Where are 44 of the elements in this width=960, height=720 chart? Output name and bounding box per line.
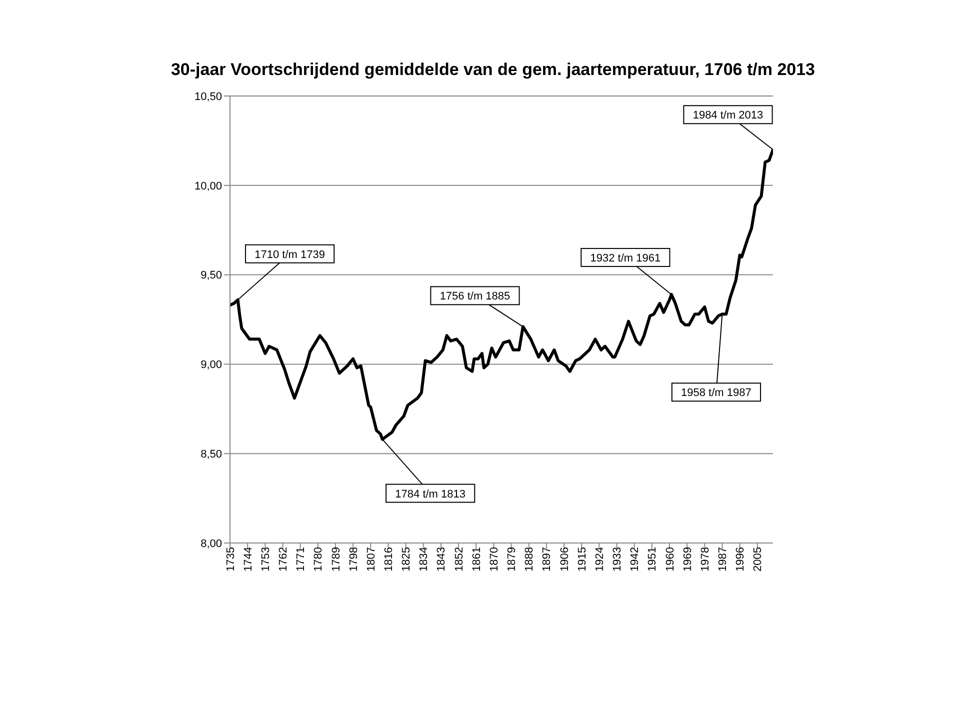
x-tick-label: 1825 bbox=[400, 547, 413, 572]
x-tick-label: 1996 bbox=[734, 547, 747, 572]
x-tick-label: 1807 bbox=[365, 547, 378, 572]
x-tick-label: 1771 bbox=[295, 547, 308, 572]
x-tick-label: 1879 bbox=[506, 547, 518, 572]
x-tick-label: 1924 bbox=[594, 547, 606, 572]
x-tick-label: 1834 bbox=[418, 547, 430, 572]
x-tick-label: 1906 bbox=[558, 547, 571, 572]
y-tick-label: 8,50 bbox=[200, 448, 222, 461]
x-tick-label: 1933 bbox=[612, 547, 624, 572]
x-tick-label: 1762 bbox=[278, 547, 290, 572]
x-tick-label: 1735 bbox=[224, 547, 237, 572]
x-tick-label: 1798 bbox=[348, 547, 360, 572]
x-tick-label: 1789 bbox=[330, 547, 342, 572]
x-tick-label: 2005 bbox=[752, 547, 764, 572]
chart-title: 30-jaar Voortschrijdend gemiddelde van de gem. jaartemperatuur, 1706 t/m 2013 bbox=[170, 60, 816, 80]
annotation: 1710 t/m 1739 bbox=[254, 248, 325, 261]
x-tick-label: 1816 bbox=[383, 547, 396, 572]
x-tick-label: 1897 bbox=[541, 547, 554, 572]
x-tick-label: 1915 bbox=[576, 547, 588, 572]
y-tick-label: 10,00 bbox=[194, 180, 222, 192]
y-tick-label: 10,50 bbox=[194, 90, 222, 103]
x-tick-label: 1753 bbox=[260, 547, 272, 572]
y-tick-label: 9,00 bbox=[200, 359, 222, 372]
y-tick-label: 8,00 bbox=[200, 538, 222, 550]
x-tick-label: 1951 bbox=[646, 547, 659, 572]
x-tick-label: 1870 bbox=[488, 547, 500, 572]
x-tick-label: 1861 bbox=[470, 547, 483, 572]
x-tick-label: 1978 bbox=[699, 547, 712, 572]
annotation: 1756 t/m 1885 bbox=[440, 290, 510, 303]
x-tick-label: 1960 bbox=[664, 547, 676, 572]
annotation: 1984 t/m 2013 bbox=[692, 110, 764, 122]
annotation: 1932 t/m 1961 bbox=[590, 252, 661, 264]
x-tick-label: 1942 bbox=[629, 547, 642, 572]
annotation: 1784 t/m 1813 bbox=[395, 488, 466, 500]
annotation: 1958 t/m 1987 bbox=[681, 387, 752, 400]
x-tick-label: 1744 bbox=[242, 547, 254, 572]
x-tick-label: 1843 bbox=[436, 547, 448, 572]
x-tick-label: 1852 bbox=[453, 547, 466, 572]
x-tick-label: 1987 bbox=[717, 547, 730, 572]
x-tick-label: 1969 bbox=[682, 547, 694, 572]
x-tick-label: 1888 bbox=[524, 547, 536, 572]
x-tick-label: 1780 bbox=[312, 547, 325, 572]
y-tick-label: 9,50 bbox=[200, 270, 222, 282]
